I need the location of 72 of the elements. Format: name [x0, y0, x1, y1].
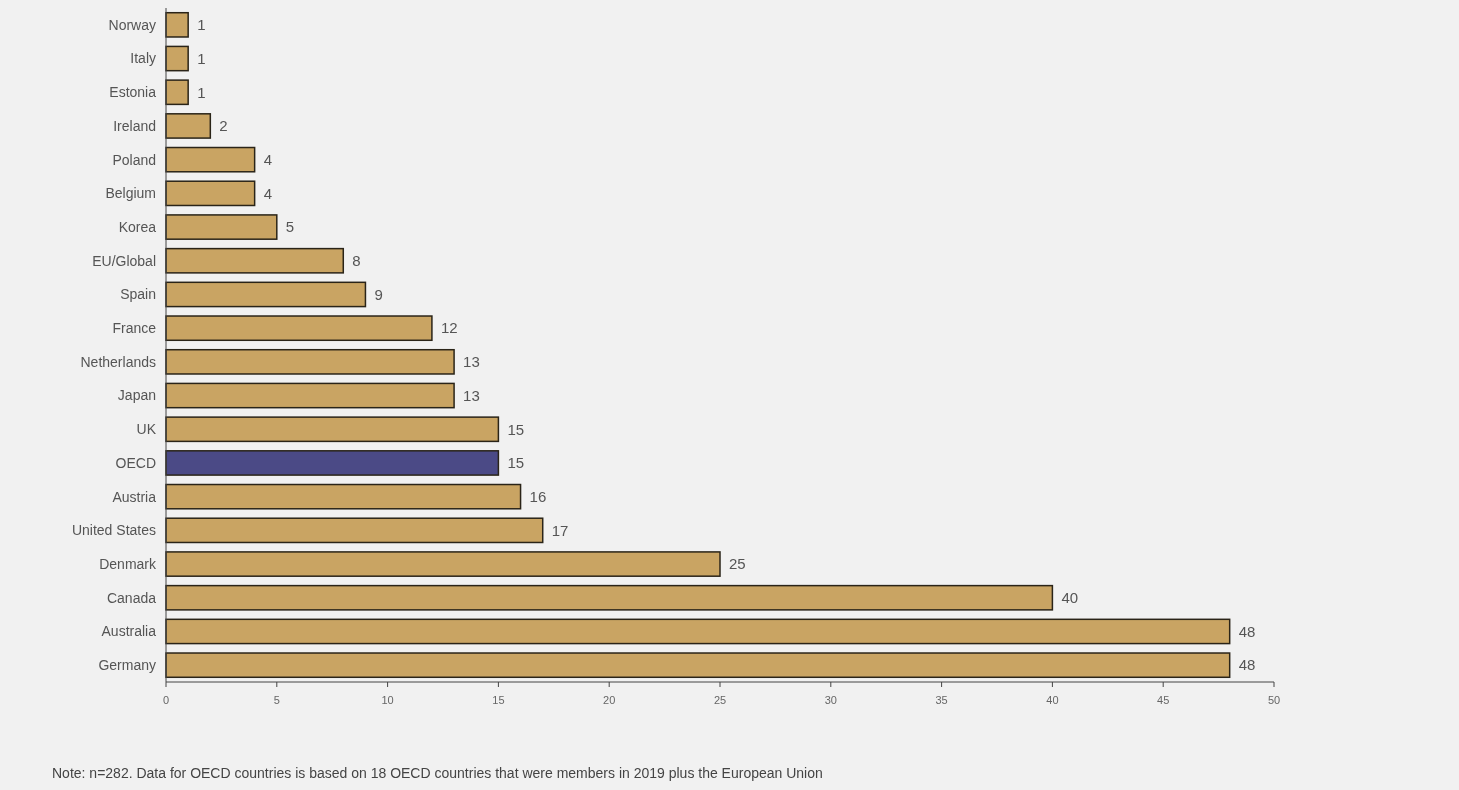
data-label: 4: [263, 184, 272, 202]
x-tick-label: 25: [713, 694, 727, 706]
y-tick-label: Norway: [108, 16, 156, 33]
bar: [165, 652, 1231, 679]
x-tick-label: 0: [162, 694, 170, 706]
bar: [165, 618, 1231, 645]
bar: [165, 45, 189, 72]
bar: [165, 180, 256, 207]
y-tick-label: Ireland: [113, 117, 156, 134]
y-tick-label: Netherlands: [80, 353, 156, 370]
y-tick-label: Denmark: [99, 555, 157, 572]
y-tick-label: EU/Global: [92, 252, 156, 269]
x-tick-label: 45: [1157, 694, 1170, 706]
bar: [165, 517, 544, 544]
bar: [165, 79, 189, 106]
x-tick-label: 10: [381, 694, 394, 706]
y-tick-label: OECD: [115, 454, 156, 471]
data-label: 4: [263, 150, 272, 168]
x-tick-label: 15: [492, 694, 505, 706]
bar: [165, 281, 367, 308]
data-label: 1: [197, 49, 206, 67]
data-label: 13: [463, 353, 480, 371]
y-tick-label: United States: [71, 522, 156, 539]
y-tick-label: Belgium: [105, 185, 156, 202]
y-tick-label: Canada: [106, 589, 157, 606]
bar: [165, 146, 256, 173]
bar: [165, 214, 278, 240]
bar: [165, 416, 500, 443]
data-label: 15: [507, 454, 525, 472]
y-tick-label: Italy: [130, 50, 156, 67]
data-label: 13: [463, 386, 480, 404]
y-tick-label: Australia: [101, 623, 157, 640]
bar: [165, 382, 455, 409]
bar: [165, 551, 721, 577]
y-tick-label: Spain: [120, 286, 156, 303]
y-tick-label: Estonia: [109, 84, 157, 101]
bar: [165, 113, 212, 139]
bar: [165, 348, 455, 375]
bar: [165, 450, 500, 476]
data-label: 8: [352, 252, 361, 269]
data-label: 40: [1061, 589, 1079, 606]
x-tick-label: 50: [1267, 694, 1281, 706]
data-label: 12: [440, 319, 458, 337]
data-label: 1: [197, 83, 206, 101]
y-tick-label: France: [112, 320, 157, 337]
data-label: 48: [1238, 622, 1256, 640]
y-tick-label: Austria: [112, 488, 157, 505]
data-label: 48: [1238, 656, 1256, 674]
data-label: 1: [197, 16, 206, 34]
y-tick-label: Korea: [118, 218, 157, 235]
data-label: 2: [219, 117, 228, 135]
data-label: 15: [507, 420, 525, 438]
bar: [165, 483, 522, 510]
x-tick-label: 30: [824, 694, 837, 706]
bar: [165, 584, 1054, 611]
y-tick-label: Poland: [112, 151, 156, 168]
data-label: 17: [551, 521, 569, 539]
data-label: 5: [285, 218, 295, 236]
x-tick-label: 35: [935, 694, 948, 706]
text: Note: n=282. Data for OECD countries is based on 18 OECD countries that were members in 2019 plus the European Union: [52, 765, 823, 781]
data-label: 25: [729, 555, 746, 573]
data-label: 9: [374, 285, 383, 303]
y-tick-label: Germany: [98, 657, 156, 674]
y-tick-label: Japan: [117, 387, 156, 404]
bar: [165, 247, 345, 274]
bar: [165, 315, 433, 342]
x-tick-label: 20: [603, 694, 616, 706]
x-tick-label: 40: [1046, 694, 1059, 706]
y-tick-label: UK: [136, 421, 157, 438]
bar: [165, 11, 189, 38]
data-label: 16: [529, 487, 547, 505]
x-tick-label: 5: [273, 694, 280, 706]
